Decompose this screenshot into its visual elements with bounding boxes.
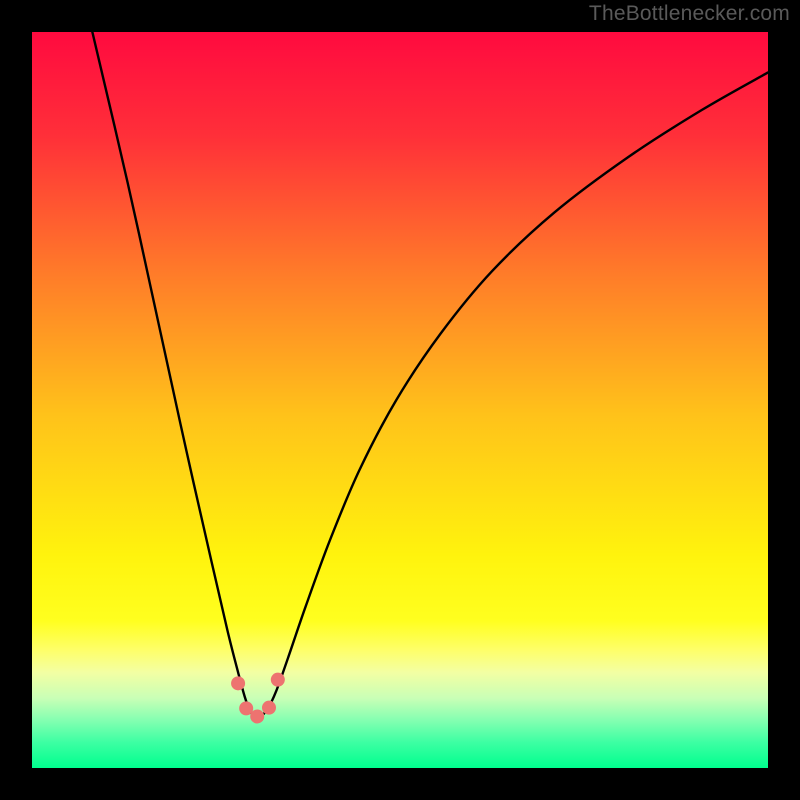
chart-gradient-background: [32, 32, 768, 768]
chart-plot-area: [32, 32, 768, 768]
gradient-rect: [32, 32, 768, 768]
watermark-text: TheBottlenecker.com: [589, 2, 790, 26]
